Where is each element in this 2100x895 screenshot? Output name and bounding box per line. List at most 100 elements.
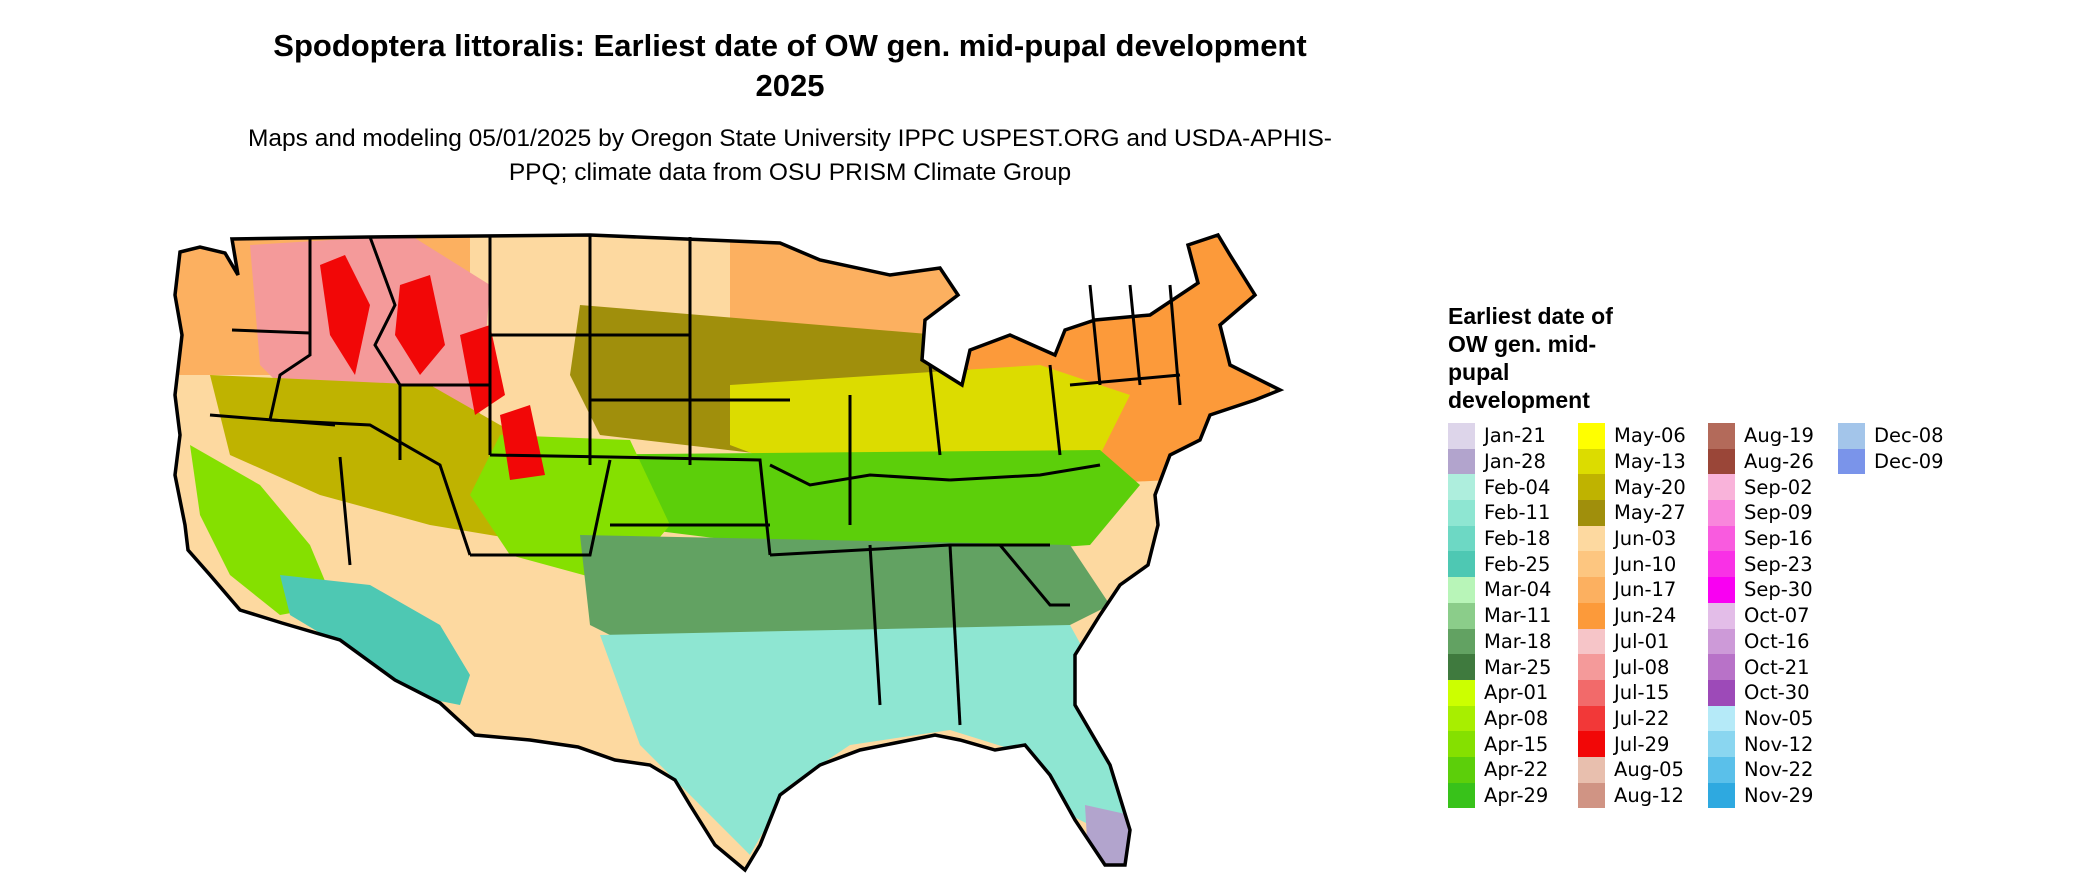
state-boundary: [470, 459, 612, 557]
legend-label: Apr-29: [1484, 783, 1549, 807]
legend-label: Feb-04: [1484, 475, 1551, 499]
legend-item: Feb-18: [1448, 525, 1578, 552]
legend-swatch: [1708, 577, 1735, 603]
legend-item: Oct-16: [1708, 628, 1838, 655]
legend-swatch: [1578, 474, 1605, 501]
state-boundary: [928, 364, 942, 456]
legend-item: Jan-21: [1448, 423, 1578, 449]
state-boundary: [231, 328, 311, 335]
legend-swatch: [1578, 602, 1605, 629]
legend-item: Nov-29: [1708, 782, 1838, 809]
legend-swatch: [1708, 525, 1735, 552]
state-boundary: [489, 453, 611, 459]
legend-label: Apr-01: [1484, 681, 1549, 705]
legend-swatch: [1578, 551, 1605, 578]
legend-item: Jun-24: [1578, 602, 1708, 629]
legend-label: Jun-10: [1614, 552, 1677, 576]
legend-label: Apr-22: [1484, 758, 1549, 782]
legend-item: Nov-05: [1708, 705, 1838, 732]
legend-title: Earliest date of OW gen. mid-pupal devel…: [1448, 303, 1613, 413]
legend-swatch: [1578, 756, 1605, 783]
legend-item: Apr-01: [1448, 679, 1578, 706]
legend-item: Jun-17: [1578, 577, 1708, 603]
legend-label: Sep-30: [1744, 578, 1813, 602]
legend-label: Jun-24: [1614, 604, 1677, 628]
legend-swatch: [1448, 705, 1475, 732]
legend-label: Feb-18: [1484, 527, 1551, 551]
legend-item: Mar-18: [1448, 628, 1578, 655]
legend-item: Sep-09: [1708, 500, 1838, 526]
legend-swatch: [1708, 731, 1735, 757]
legend-swatch: [1448, 628, 1475, 655]
legend-item: Apr-29: [1448, 782, 1578, 809]
legend-swatch: [1448, 525, 1475, 552]
legend-item: Mar-04: [1448, 577, 1578, 603]
legend-label: Jul-15: [1614, 681, 1670, 705]
legend-item: Oct-30: [1708, 679, 1838, 706]
legend-item: Feb-04: [1448, 474, 1578, 501]
legend-item: Jul-15: [1578, 679, 1708, 706]
legend-label: Sep-16: [1744, 527, 1813, 551]
legend-swatch: [1448, 679, 1475, 706]
state-boundary: [1168, 284, 1182, 406]
map-region-gulf-coast: [600, 625, 1130, 855]
legend-label: Aug-26: [1744, 450, 1814, 474]
legend-item: Mar-11: [1448, 602, 1578, 629]
legend-swatch: [1448, 602, 1475, 629]
legend-label: Oct-30: [1744, 681, 1810, 705]
legend-label: Nov-29: [1744, 783, 1814, 807]
legend-item: Apr-22: [1448, 756, 1578, 783]
legend-label: May-13: [1614, 450, 1686, 474]
legend-label: Jul-29: [1614, 732, 1670, 756]
legend-item: Sep-30: [1708, 577, 1838, 603]
legend-swatch: [1708, 602, 1735, 629]
legend-swatch: [1448, 756, 1475, 783]
legend-swatch: [1448, 551, 1475, 578]
legend-swatch: [1578, 525, 1605, 552]
legend-label: Oct-16: [1744, 629, 1810, 653]
legend-item: May-27: [1578, 500, 1708, 526]
legend-swatch: [1448, 500, 1475, 526]
legend-label: Jul-22: [1614, 706, 1670, 730]
legend-swatch: [1708, 423, 1735, 449]
state-boundary: [868, 544, 882, 706]
legend-swatch: [1578, 448, 1605, 475]
state-boundary: [769, 463, 951, 487]
legend-label: Nov-05: [1744, 706, 1814, 730]
state-boundary: [609, 455, 772, 556]
legend-swatch: [1448, 654, 1475, 680]
legend-label: Sep-09: [1744, 501, 1813, 525]
map-region-ohio-valley: [730, 365, 1130, 475]
map-region-high-mountains: [320, 255, 545, 480]
state-boundary: [1069, 373, 1181, 387]
legend-item: Sep-02: [1708, 474, 1838, 501]
legend-label: Oct-21: [1744, 655, 1810, 679]
legend-label: Oct-07: [1744, 604, 1810, 628]
legend-swatch: [1838, 423, 1865, 449]
legend-label: Sep-23: [1744, 552, 1813, 576]
legend-swatch: [1708, 628, 1735, 655]
legend-swatch: [1448, 448, 1475, 475]
legend-label: Mar-18: [1484, 629, 1552, 653]
legend-swatch: [1708, 705, 1735, 732]
legend-swatch: [1448, 577, 1475, 603]
legend-label: Jul-08: [1614, 655, 1670, 679]
legend-swatch: [1708, 679, 1735, 706]
legend-label: Aug-12: [1614, 783, 1684, 807]
legend: Jan-21 Jan-28 Feb-04 Feb-11 Feb-18 Feb-25 Mar-…: [1448, 423, 1968, 809]
legend-swatch: [1708, 782, 1735, 809]
state-boundary: [998, 544, 1070, 607]
state-boundary: [1088, 284, 1102, 386]
legend-swatch: [1578, 782, 1605, 809]
state-boundary: [338, 456, 352, 566]
legend-item: Jun-10: [1578, 551, 1708, 578]
state-boundary: [949, 463, 1101, 482]
map-region-mid-south: [540, 450, 1140, 555]
legend-item: Jul-22: [1578, 705, 1708, 732]
legend-swatch: [1578, 731, 1605, 757]
legend-item: Aug-19: [1708, 423, 1838, 449]
legend-item: Jul-29: [1578, 731, 1708, 757]
legend-swatch: [1708, 474, 1735, 501]
legend-swatch: [1578, 705, 1605, 732]
legend-item: Jan-28: [1448, 448, 1578, 475]
